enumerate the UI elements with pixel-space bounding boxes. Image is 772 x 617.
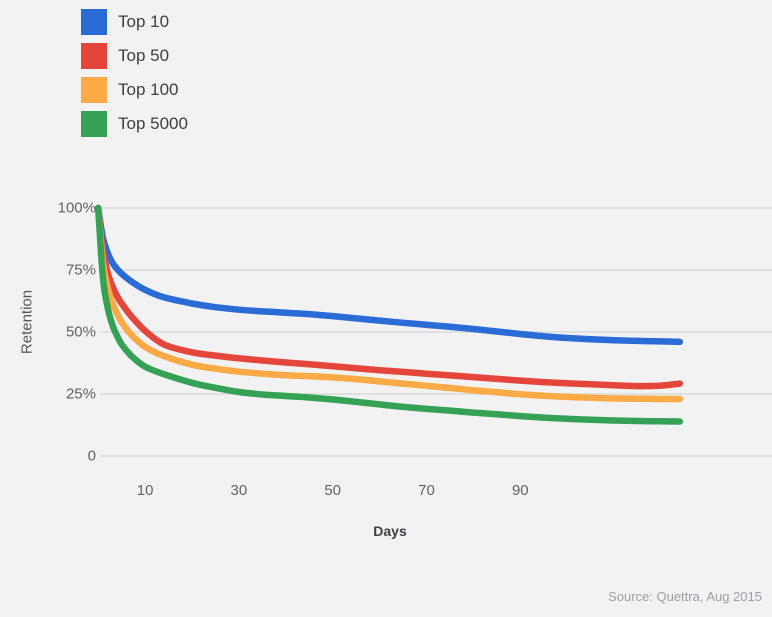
legend-label: Top 5000 — [118, 114, 188, 133]
series-lines — [94, 204, 684, 425]
legend-item-top-100: Top 100 — [81, 77, 188, 103]
y-tick-label: 50% — [65, 323, 96, 341]
x-tick-label: 70 — [418, 482, 435, 499]
x-tick-label: 90 — [511, 482, 529, 499]
y-tick-label: 100% — [57, 199, 96, 217]
series-line-top-10 — [94, 204, 684, 346]
x-tick-label: 10 — [136, 482, 154, 499]
y-axis-title: Retention — [18, 289, 36, 355]
legend-label: Top 10 — [118, 12, 170, 31]
series-line-top-100 — [94, 204, 684, 403]
series-line-top-50 — [94, 204, 684, 390]
source-note: Source: Quettra, Aug 2015 — [608, 589, 762, 604]
x-axis-title: Days — [373, 523, 407, 539]
legend-label: Top 100 — [118, 80, 179, 99]
legend-swatch-icon — [81, 77, 107, 103]
legend-item-top-10: Top 10 — [81, 9, 188, 35]
legend-label: Top 50 — [118, 46, 170, 65]
legend-swatch-icon — [81, 9, 107, 35]
legend: Top 10 Top 50 Top 100 Top 5000 — [81, 9, 188, 137]
legend-item-top-5000: Top 5000 — [81, 111, 188, 137]
y-tick-label: 75% — [65, 261, 96, 279]
legend-swatch-icon — [81, 43, 107, 69]
y-tick-label: 0 — [87, 447, 96, 465]
series-line-top-5000 — [94, 204, 684, 425]
x-tick-label: 50 — [324, 482, 342, 499]
y-tick-label: 25% — [65, 385, 96, 403]
x-tick-label: 30 — [230, 482, 248, 499]
legend-item-top-50: Top 50 — [81, 43, 188, 69]
gridlines — [100, 207, 772, 457]
legend-swatch-icon — [81, 111, 107, 137]
